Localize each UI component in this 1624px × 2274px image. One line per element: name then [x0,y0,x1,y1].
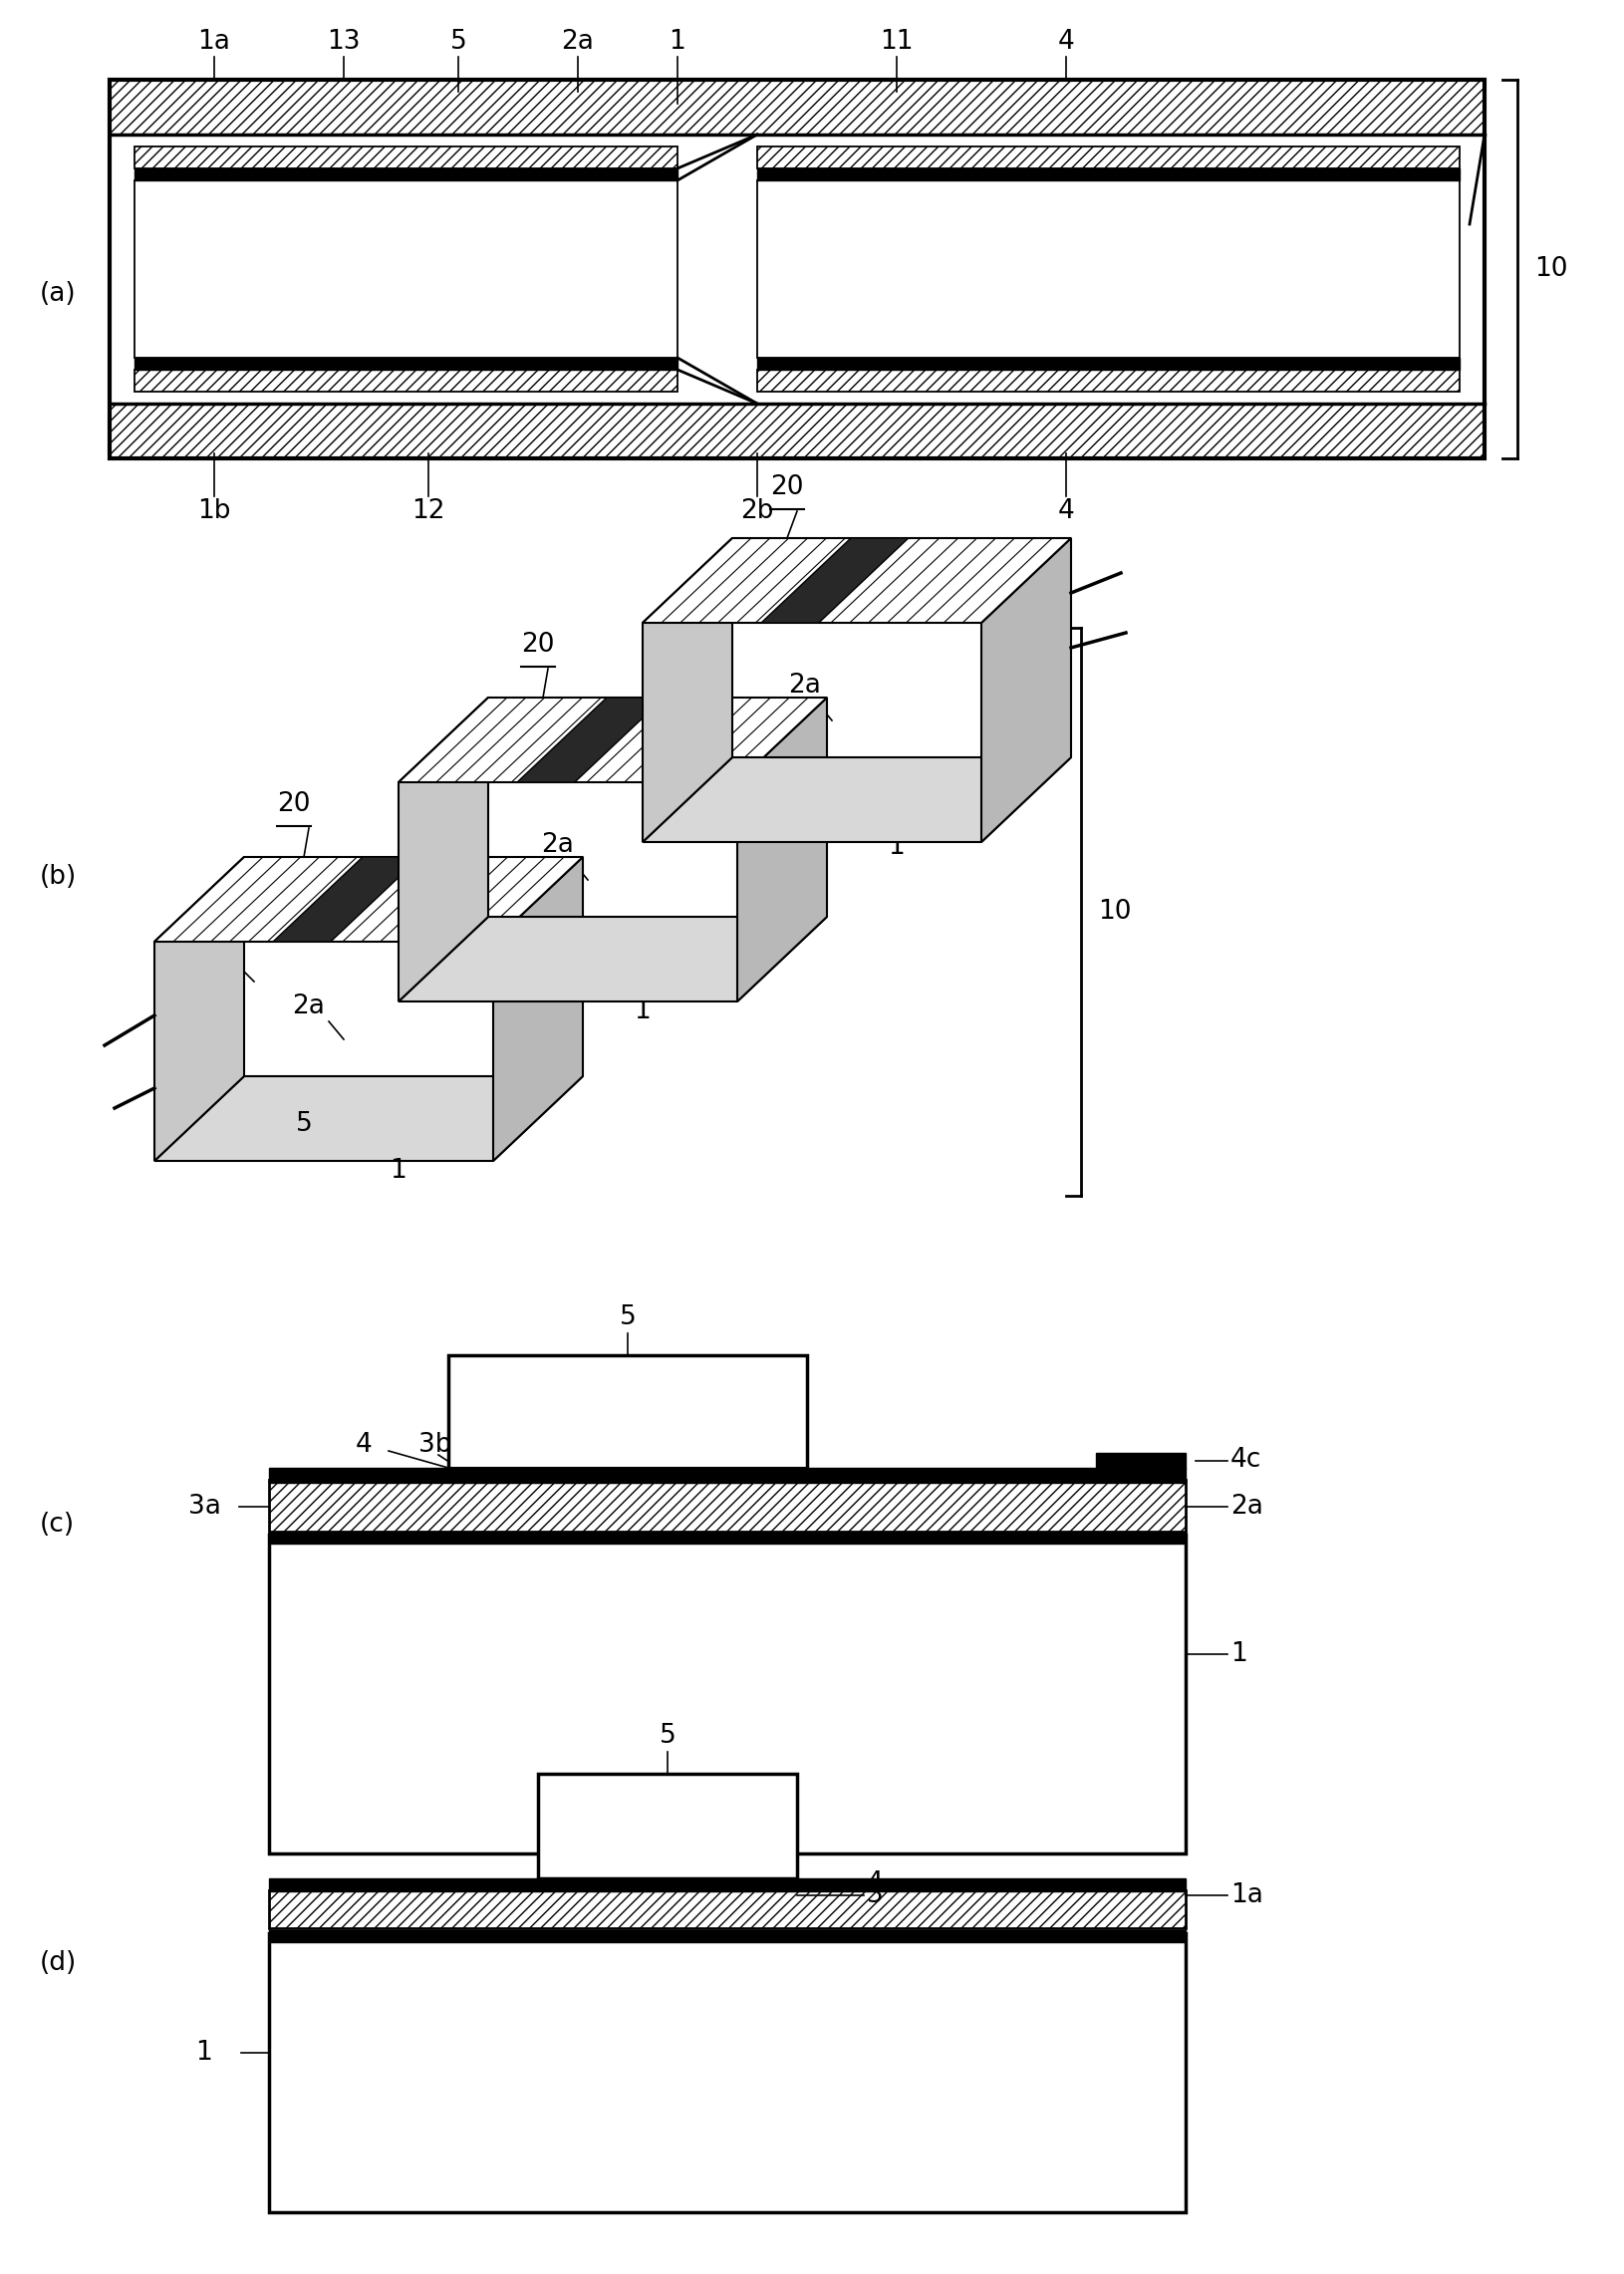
Polygon shape [641,757,1070,841]
Bar [270,1933,1186,2213]
Text: 4: 4 [1057,498,1073,523]
Bar [270,1533,1186,1544]
Bar [757,180,1458,357]
Text: 2a: 2a [788,673,820,698]
Bar [270,1480,1186,1533]
Text: 1: 1 [390,1157,406,1185]
Polygon shape [398,698,827,782]
Text: 3a: 3a [188,1494,221,1519]
Text: (a): (a) [41,282,76,307]
Bar [448,1355,807,1476]
Bar [448,1467,807,1483]
Text: (c): (c) [41,1512,75,1537]
Text: 1a: 1a [1229,1883,1262,1908]
Bar [270,1931,1186,1942]
Text: 2b: 2b [741,498,773,523]
Polygon shape [398,698,487,1001]
Bar [757,146,1458,168]
Text: 4: 4 [1057,30,1073,55]
Text: 20: 20 [278,791,310,816]
Text: 1a: 1a [432,773,464,798]
Bar [270,1467,1186,1483]
Polygon shape [273,857,421,941]
Polygon shape [641,539,732,841]
Text: 2a: 2a [292,994,325,1019]
Text: 5: 5 [788,785,806,810]
Polygon shape [154,857,244,1162]
Polygon shape [760,539,908,623]
Text: 2a: 2a [541,832,573,857]
Text: 11: 11 [880,30,913,55]
Text: 5: 5 [450,30,466,55]
Text: 1: 1 [669,30,685,55]
Bar [109,80,1484,459]
Bar [270,1890,1186,1928]
Polygon shape [516,698,664,782]
Bar [135,146,677,168]
Text: 1: 1 [633,998,651,1023]
Text: 3: 3 [866,1883,883,1908]
Text: 4: 4 [356,1433,372,1458]
Text: 1: 1 [197,2040,213,2065]
Polygon shape [737,698,827,1001]
Text: 13: 13 [326,30,361,55]
Bar [135,357,677,371]
Bar [135,371,677,391]
Polygon shape [398,916,827,1001]
Polygon shape [641,539,1070,623]
Polygon shape [154,857,583,941]
Text: 4: 4 [866,1872,883,1897]
Text: 1a: 1a [188,932,221,957]
Bar [757,357,1458,371]
Text: 5: 5 [659,1724,676,1749]
Text: 4c: 4c [1229,1446,1260,1474]
Text: 5: 5 [539,948,555,976]
Bar [538,1878,796,1892]
Text: 20: 20 [770,475,804,500]
Text: 1: 1 [1229,1642,1246,1667]
Bar [757,371,1458,391]
Bar [135,168,677,180]
Bar [270,1878,1186,1892]
Text: 1a: 1a [198,30,231,55]
Text: 12: 12 [411,498,445,523]
Text: 1a: 1a [676,614,708,639]
Bar [135,180,677,357]
Text: 10: 10 [1098,898,1130,926]
Text: 5: 5 [619,1305,635,1330]
Text: 1b: 1b [198,498,231,523]
Bar [109,80,1484,134]
Text: 2a: 2a [1229,1494,1262,1519]
Bar [538,1774,796,1878]
Text: 2a: 2a [562,30,594,55]
Polygon shape [154,1076,583,1162]
Text: 20: 20 [521,632,554,657]
Text: 10: 10 [1533,257,1567,282]
Polygon shape [492,857,583,1162]
Bar [270,1535,1186,1853]
Text: 1: 1 [888,835,905,860]
Text: (b): (b) [41,864,76,889]
Text: (d): (d) [41,1951,76,1976]
Text: 5: 5 [296,1112,312,1137]
Text: 3b: 3b [419,1433,451,1458]
Bar [109,402,1484,459]
Bar [1095,1453,1186,1469]
Bar [757,168,1458,180]
Polygon shape [981,539,1070,841]
